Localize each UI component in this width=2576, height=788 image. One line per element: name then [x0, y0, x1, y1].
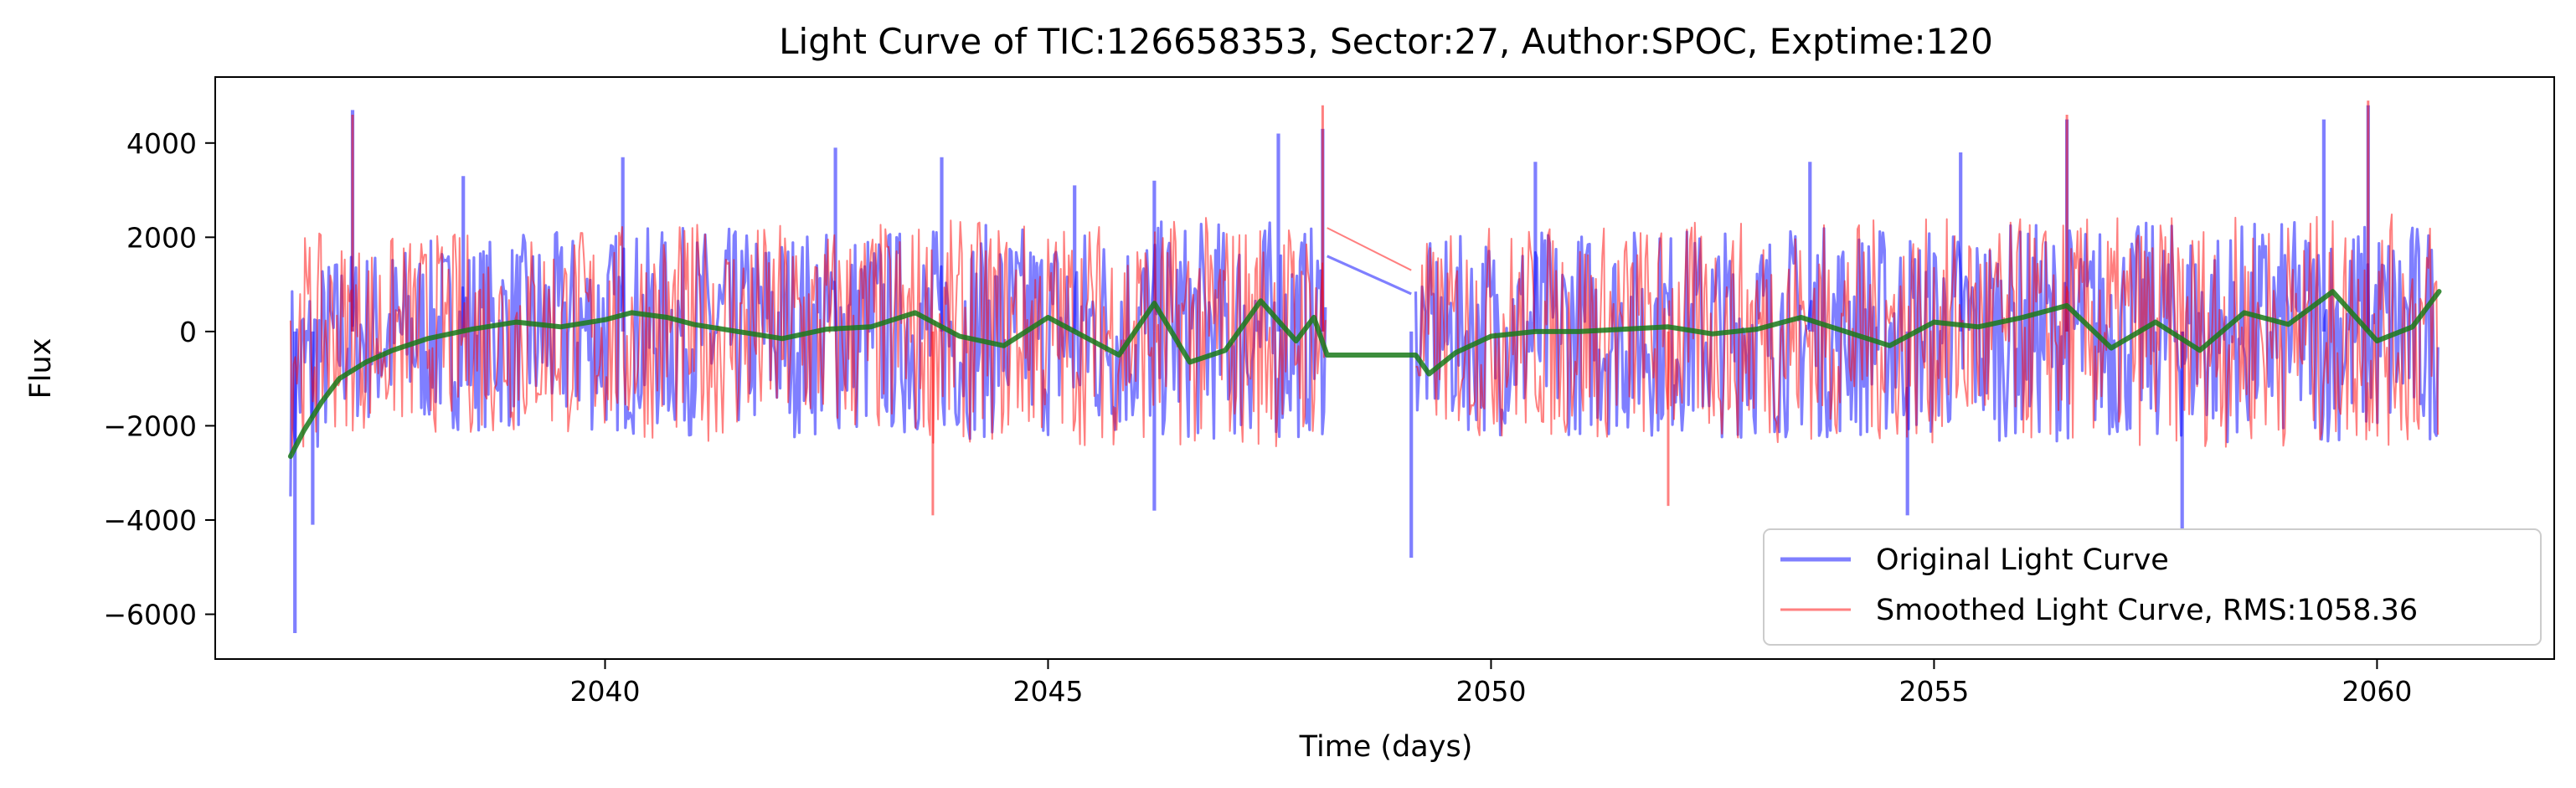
- y-tick-label: 0: [179, 316, 197, 348]
- y-tick-label: −6000: [103, 599, 197, 631]
- legend-label-original: Original Light Curve: [1876, 543, 2169, 577]
- gap-bridge-line: [1327, 255, 1412, 296]
- chart-title: Light Curve of TIC:126658353, Sector:27,…: [779, 21, 1993, 62]
- y-tick-label: −4000: [103, 504, 197, 537]
- series-smoothed-light-curve: [289, 100, 2439, 516]
- y-axis-label: Flux: [24, 338, 58, 399]
- x-tick-label: 2040: [570, 675, 641, 708]
- trend-path: [287, 289, 2442, 459]
- x-tick-label: 2050: [1455, 675, 1526, 708]
- legend-label-smoothed: Smoothed Light Curve, RMS:1058.36: [1876, 594, 2418, 627]
- legend: Original Light Curve Smoothed Light Curv…: [1763, 528, 2542, 646]
- series-trend-line: [287, 289, 2442, 459]
- plot-frame: [214, 76, 2555, 660]
- y-tick-label: −2000: [103, 409, 197, 442]
- x-tick-label: 2060: [2342, 675, 2412, 708]
- y-tick-label: 2000: [126, 221, 197, 254]
- x-axis-label: Time (days): [1299, 730, 1473, 764]
- y-axis: 4000 2000 0 −2000 −4000 −6000: [103, 127, 215, 631]
- gap-bridge-line: [1327, 227, 1412, 271]
- y-tick-label: 4000: [126, 127, 197, 160]
- x-tick-label: 2045: [1012, 675, 1083, 708]
- x-axis: 2040 2045 2050 2055 2060: [570, 659, 2412, 708]
- legend-box: [1763, 528, 2542, 646]
- x-tick-label: 2055: [1899, 675, 1969, 708]
- plot-area: [287, 100, 2442, 633]
